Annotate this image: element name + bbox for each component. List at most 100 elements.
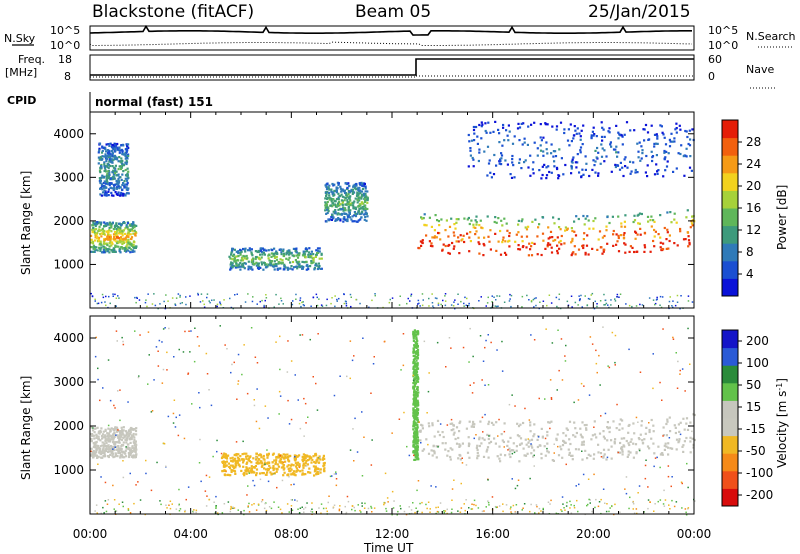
power-cell xyxy=(522,122,525,125)
power-cell xyxy=(435,236,438,239)
power-cell xyxy=(147,293,149,295)
velocity-cell xyxy=(664,499,667,501)
velocity-cell xyxy=(615,427,618,430)
velocity-cell xyxy=(295,463,299,466)
velocity-cell xyxy=(371,511,373,513)
power-cell xyxy=(669,140,672,143)
velocity-colorbar-label: Velocity [m s-1] xyxy=(775,378,789,468)
velocity-cell xyxy=(403,411,405,414)
power-cell xyxy=(336,298,338,301)
velocity-cell xyxy=(461,457,463,459)
power-cell xyxy=(653,235,656,238)
power-cell xyxy=(522,245,525,248)
velocity-cell xyxy=(496,506,498,508)
velocity-cell xyxy=(445,366,447,368)
power-cell xyxy=(442,299,444,302)
velocity-cell xyxy=(115,454,118,457)
velocity-cell xyxy=(476,448,479,451)
velocity-cell xyxy=(662,503,665,505)
velocity-cell xyxy=(90,433,93,436)
power-cell xyxy=(328,198,331,201)
power-cell xyxy=(605,155,608,158)
velocity-cell xyxy=(510,511,512,513)
velocity-cell xyxy=(319,468,322,471)
velocity-cell xyxy=(252,479,254,482)
power-cell xyxy=(108,226,111,229)
power-cell xyxy=(347,209,350,212)
power-cell xyxy=(353,211,356,214)
velocity-cell xyxy=(320,512,322,514)
power-cell xyxy=(500,163,503,166)
power-cell xyxy=(662,242,665,245)
velocity-cell xyxy=(420,442,422,444)
velocity-cell xyxy=(127,448,130,451)
velocity-cell xyxy=(220,452,223,455)
power-cell xyxy=(318,257,321,260)
power-cell xyxy=(652,219,655,222)
velocity-cell xyxy=(113,508,115,510)
power-cell xyxy=(92,250,95,253)
velocity-cell xyxy=(634,443,638,446)
power-cell xyxy=(364,215,367,218)
power-cell xyxy=(216,303,219,306)
power-cell xyxy=(651,159,654,163)
power-cell xyxy=(468,222,471,226)
velocity-cell xyxy=(468,420,471,423)
power-cell xyxy=(646,175,649,178)
power-cell xyxy=(261,247,264,250)
velocity-cell xyxy=(304,473,307,476)
velocity-cell xyxy=(367,507,370,510)
power-cell xyxy=(588,227,591,230)
power-cell xyxy=(455,240,458,243)
velocity-cell xyxy=(238,459,241,462)
velocity-cell xyxy=(107,424,110,427)
power-cell xyxy=(346,218,349,221)
power-cell xyxy=(612,148,616,151)
velocity-cell xyxy=(98,432,101,435)
power-cell xyxy=(107,175,111,178)
power-cell xyxy=(98,169,102,172)
power-cell xyxy=(135,245,138,248)
power-cell xyxy=(608,127,611,130)
velocity-cell xyxy=(547,451,550,454)
velocity-cell xyxy=(620,446,623,449)
velocity-cell xyxy=(510,449,513,452)
power-cell xyxy=(127,233,130,237)
velocity-cell xyxy=(262,454,265,458)
power-cell xyxy=(239,262,242,265)
power-cell xyxy=(305,268,308,271)
power-cell xyxy=(241,264,244,267)
nave-tick-top: 60 xyxy=(708,53,722,66)
power-cell xyxy=(574,301,577,304)
power-cell xyxy=(521,295,524,298)
velocity-cell xyxy=(644,464,647,467)
velocity-cell xyxy=(602,456,605,459)
power-cell xyxy=(467,216,470,220)
velocity-cell xyxy=(436,419,440,422)
power-cell xyxy=(107,177,110,180)
power-cell xyxy=(114,183,117,186)
power-cell xyxy=(105,143,108,146)
power-cell xyxy=(325,194,328,198)
velocity-cell xyxy=(150,489,153,492)
power-cell xyxy=(108,248,111,251)
velocity-cell xyxy=(119,432,122,435)
power-cell xyxy=(576,161,579,164)
power-cell xyxy=(318,250,321,253)
velocity-cell xyxy=(304,456,307,459)
velocity-cell xyxy=(137,376,140,379)
power-cell xyxy=(525,235,529,238)
velocity-cell xyxy=(417,332,420,335)
velocity-cell xyxy=(287,467,290,470)
power-cell xyxy=(687,300,690,302)
power-cell xyxy=(114,157,117,160)
power-cell xyxy=(603,149,606,152)
velocity-cell xyxy=(127,508,130,510)
velocity-cell xyxy=(199,406,201,409)
velocity-cell xyxy=(593,473,595,476)
velocity-cell xyxy=(346,495,349,498)
velocity-cell xyxy=(370,505,372,508)
velocity-cell xyxy=(661,399,663,401)
power-cell xyxy=(292,300,294,302)
power-cell xyxy=(533,141,536,144)
